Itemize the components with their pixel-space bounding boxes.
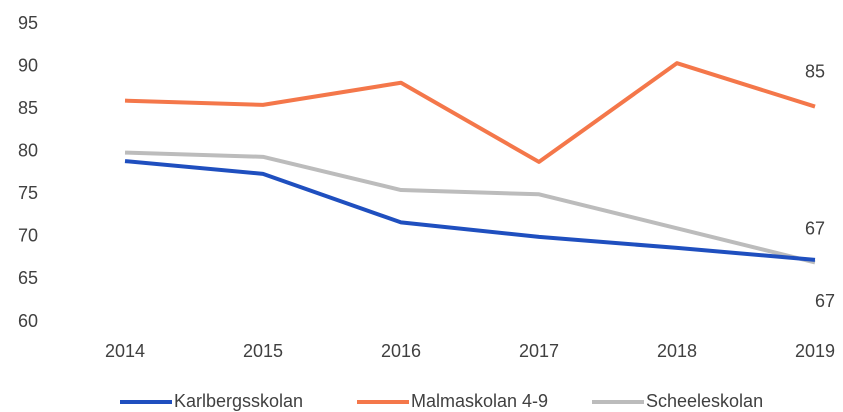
legend-label: Karlbergsskolan	[174, 391, 303, 411]
y-tick-label: 75	[18, 183, 38, 203]
data-label: 85	[805, 61, 825, 81]
x-tick-label: 2016	[381, 341, 421, 361]
y-tick-label: 90	[18, 55, 38, 75]
data-label: 67	[815, 291, 835, 311]
x-tick-label: 2015	[243, 341, 283, 361]
y-tick-label: 70	[18, 226, 38, 246]
y-tick-label: 95	[18, 13, 38, 33]
legend-label: Scheeleskolan	[646, 391, 763, 411]
x-tick-label: 2018	[657, 341, 697, 361]
y-tick-label: 60	[18, 311, 38, 331]
series-line	[124, 159, 816, 262]
y-tick-label: 65	[18, 268, 38, 288]
legend-label: Malmaskolan 4-9	[411, 391, 548, 411]
series-line	[124, 150, 816, 265]
x-tick-label: 2019	[795, 341, 835, 361]
data-label: 67	[805, 219, 825, 239]
y-tick-label: 80	[18, 140, 38, 160]
x-tick-label: 2017	[519, 341, 559, 361]
y-tick-label: 85	[18, 98, 38, 118]
series-line	[124, 61, 816, 164]
x-tick-label: 2014	[105, 341, 145, 361]
